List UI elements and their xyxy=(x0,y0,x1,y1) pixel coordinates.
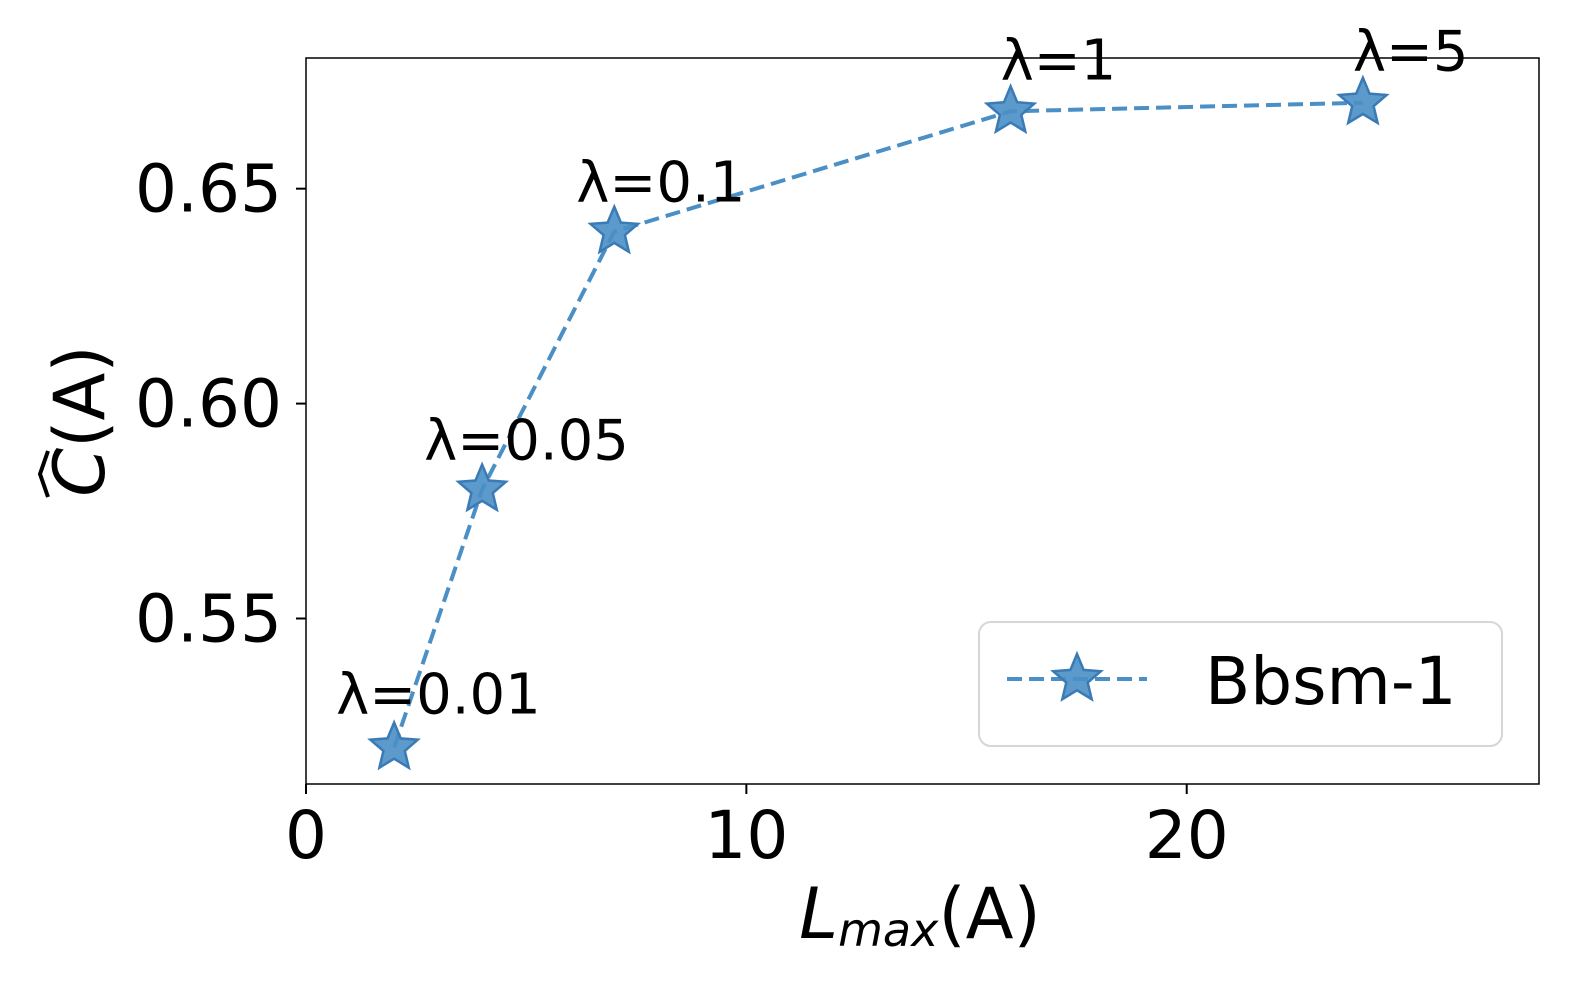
point-annotation: λ=0.1 xyxy=(576,151,745,216)
y-tick-label: 0.60 xyxy=(135,366,282,443)
y-axis-label: C(A) xyxy=(37,345,121,498)
data-point-star xyxy=(1336,74,1390,126)
series-layer xyxy=(367,74,1390,771)
y-tick-label: 0.65 xyxy=(135,151,282,228)
legend-star-marker xyxy=(1050,650,1104,702)
point-annotation: λ=0.01 xyxy=(336,662,541,727)
x-axis: 0 10 20 xyxy=(285,784,1229,874)
data-point-star xyxy=(983,83,1038,135)
x-axis-label: Lmax(A) xyxy=(799,873,1041,957)
annotation-layer: λ=0.01 λ=0.05 λ=0.1 λ=1 λ=5 xyxy=(336,20,1468,728)
x-tick-label: 10 xyxy=(704,797,788,874)
svg-text:C(A): C(A) xyxy=(39,345,121,496)
legend-box xyxy=(978,621,1503,747)
x-tick-label: 20 xyxy=(1145,797,1229,874)
point-annotation: λ=1 xyxy=(1001,28,1117,93)
data-point-star xyxy=(367,719,421,771)
data-point-star xyxy=(455,461,510,513)
y-tick-label: 0.55 xyxy=(135,581,282,658)
hat-accent xyxy=(37,450,50,498)
legend-label: Bbsm-1 xyxy=(1205,643,1457,720)
y-axis: 0.55 0.60 0.65 xyxy=(135,151,306,658)
x-tick-label: 0 xyxy=(285,797,327,874)
point-annotation: λ=0.05 xyxy=(424,409,629,474)
point-annotation: λ=5 xyxy=(1353,20,1469,85)
legend: Bbsm-1 xyxy=(978,621,1503,747)
data-point-star xyxy=(587,203,642,255)
